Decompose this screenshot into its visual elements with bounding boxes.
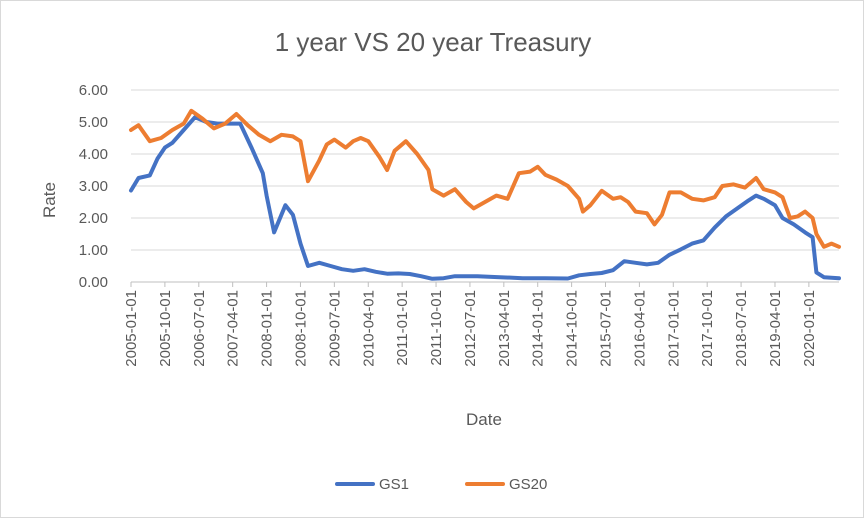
y-tick-label: 4.00 <box>79 146 108 163</box>
grid-lines <box>131 89 839 283</box>
x-tick-label: 2014-01-01 <box>530 290 547 367</box>
x-tick-label: 2017-10-01 <box>699 290 716 367</box>
legend-label-gs20: GS20 <box>509 476 547 493</box>
x-tick-label: 2012-07-01 <box>462 290 479 367</box>
y-tick-label: 5.00 <box>79 114 108 131</box>
y-tick-label: 3.00 <box>79 178 108 195</box>
series-lines <box>129 108 841 281</box>
y-tick-label: 2.00 <box>79 210 108 227</box>
x-tick-label: 2008-10-01 <box>292 290 309 367</box>
x-tick-label: 2017-01-01 <box>665 290 682 367</box>
y-tick-label: 6.00 <box>79 82 108 99</box>
y-axis-title: Rate <box>40 182 59 218</box>
x-tick-label: 2006-07-01 <box>191 290 208 367</box>
y-axis-ticks: 0.00 1.00 2.00 3.00 4.00 5.00 6.00 <box>79 82 108 291</box>
series-line-gs1 <box>129 115 841 281</box>
legend: GS1 GS20 <box>335 476 547 493</box>
series-line-gs20 <box>129 108 841 249</box>
y-tick-label: 0.00 <box>79 274 108 291</box>
y-tick-label: 1.00 <box>79 242 108 259</box>
x-tick-label: 2007-04-01 <box>225 290 242 367</box>
x-tick-label: 2015-07-01 <box>598 290 615 367</box>
legend-label-gs1: GS1 <box>379 476 409 493</box>
x-tick-label: 2020-01-01 <box>801 290 818 367</box>
x-tick-label: 2011-10-01 <box>428 290 445 366</box>
x-tick-label: 2014-10-01 <box>564 290 581 367</box>
x-tick-label: 2010-04-01 <box>360 290 377 367</box>
x-axis-title: Date <box>466 410 502 429</box>
x-tick-label: 2018-07-01 <box>733 290 750 367</box>
x-axis-ticks: 2005-01-01 2005-10-01 2006-07-01 2007-04-01… <box>123 282 818 367</box>
x-tick-label: 2005-10-01 <box>157 290 174 367</box>
x-tick-label: 2009-07-01 <box>326 290 343 367</box>
x-tick-label: 2013-04-01 <box>496 290 513 367</box>
x-tick-label: 2016-04-01 <box>631 290 648 367</box>
x-tick-label: 2005-01-01 <box>123 290 140 367</box>
chart-title: 1 year VS 20 year Treasury <box>275 27 591 57</box>
x-tick-label: 2019-04-01 <box>767 290 784 367</box>
x-tick-label: 2011-01-01 <box>394 290 411 366</box>
x-tick-label: 2008-01-01 <box>259 290 276 367</box>
